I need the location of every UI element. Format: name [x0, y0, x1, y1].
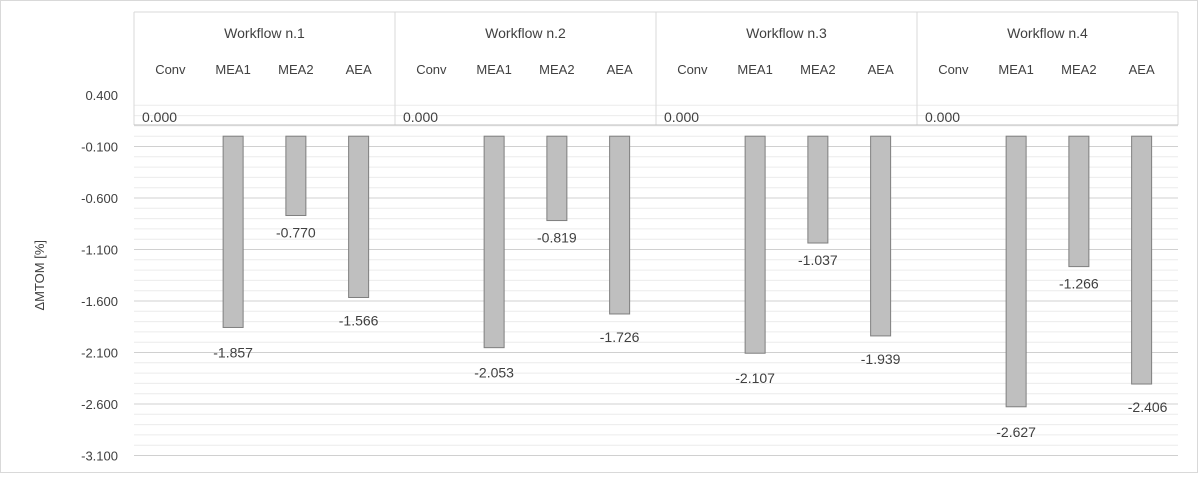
- category-label: AEA: [346, 62, 372, 77]
- data-label: -1.857: [213, 344, 253, 360]
- data-label: -2.406: [1128, 399, 1168, 415]
- bar: [285, 135, 307, 217]
- bar: [483, 135, 505, 349]
- y-tick-label: -1.100: [81, 243, 118, 258]
- y-tick-label: -0.100: [81, 140, 118, 155]
- category-label: AEA: [607, 62, 633, 77]
- category-label: Conv: [677, 62, 708, 77]
- data-label: -2.053: [474, 365, 514, 381]
- category-label: AEA: [868, 62, 894, 77]
- category-label: Conv: [416, 62, 447, 77]
- data-label: -1.266: [1059, 276, 1099, 292]
- category-label: MEA1: [998, 62, 1033, 77]
- category-label: MEA1: [476, 62, 511, 77]
- bar: [609, 135, 631, 315]
- category-label: AEA: [1129, 62, 1155, 77]
- bar: [1131, 135, 1153, 385]
- group-label: Workflow n.3: [746, 25, 827, 41]
- category-label: Conv: [938, 62, 969, 77]
- y-tick-label: -0.600: [81, 191, 118, 206]
- bar: [807, 135, 829, 244]
- y-tick-label: -1.600: [81, 294, 118, 309]
- data-label: -1.566: [339, 312, 379, 328]
- data-label: 0.000: [925, 109, 960, 125]
- data-label: -0.819: [537, 230, 577, 246]
- y-tick-label: -2.100: [81, 346, 118, 361]
- category-label: MEA2: [539, 62, 574, 77]
- data-label: -2.107: [735, 370, 775, 386]
- y-axis-title: ΔMTOM [%]: [32, 240, 47, 311]
- group-label: Workflow n.1: [224, 25, 305, 41]
- category-label: MEA2: [278, 62, 313, 77]
- bar: [744, 135, 766, 354]
- bar: [1068, 135, 1090, 268]
- y-tick-label: 0.400: [85, 88, 118, 103]
- y-tick-label: -2.600: [81, 397, 118, 412]
- data-label: 0.000: [664, 109, 699, 125]
- data-label: -0.770: [276, 225, 316, 241]
- bar: [348, 135, 370, 298]
- category-label: MEA1: [215, 62, 250, 77]
- group-label: Workflow n.4: [1007, 25, 1088, 41]
- data-label: -2.627: [996, 424, 1036, 440]
- category-label: MEA1: [737, 62, 772, 77]
- data-label: 0.000: [403, 109, 438, 125]
- data-label: -1.726: [600, 329, 640, 345]
- category-label: Conv: [155, 62, 186, 77]
- bar: [1005, 135, 1027, 408]
- group-label: Workflow n.2: [485, 25, 566, 41]
- category-label: MEA2: [800, 62, 835, 77]
- data-label: -1.037: [798, 252, 838, 268]
- data-label: 0.000: [142, 109, 177, 125]
- category-label: MEA2: [1061, 62, 1096, 77]
- bar: [546, 135, 568, 222]
- y-tick-label: -3.100: [81, 449, 118, 464]
- data-label: -1.939: [861, 351, 901, 367]
- bar: [870, 135, 892, 337]
- bar: [222, 135, 244, 328]
